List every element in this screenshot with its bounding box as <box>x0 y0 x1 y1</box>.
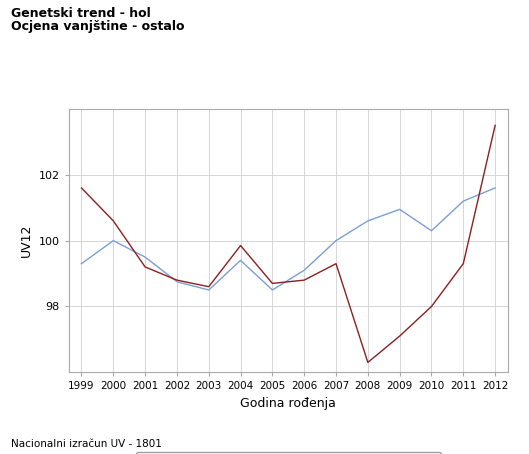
X-axis label: Godina rođenja: Godina rođenja <box>240 397 336 410</box>
Text: Nacionalni izračun UV - 1801: Nacionalni izračun UV - 1801 <box>11 439 161 449</box>
Text: Ocjena vanjštine - ostalo: Ocjena vanjštine - ostalo <box>11 20 184 34</box>
Y-axis label: UV12: UV12 <box>20 224 33 257</box>
Text: Genetski trend - hol: Genetski trend - hol <box>11 7 150 20</box>
Legend: Svojstvo, položaj zdjelice, kondicija: Svojstvo, položaj zdjelice, kondicija <box>136 452 441 454</box>
